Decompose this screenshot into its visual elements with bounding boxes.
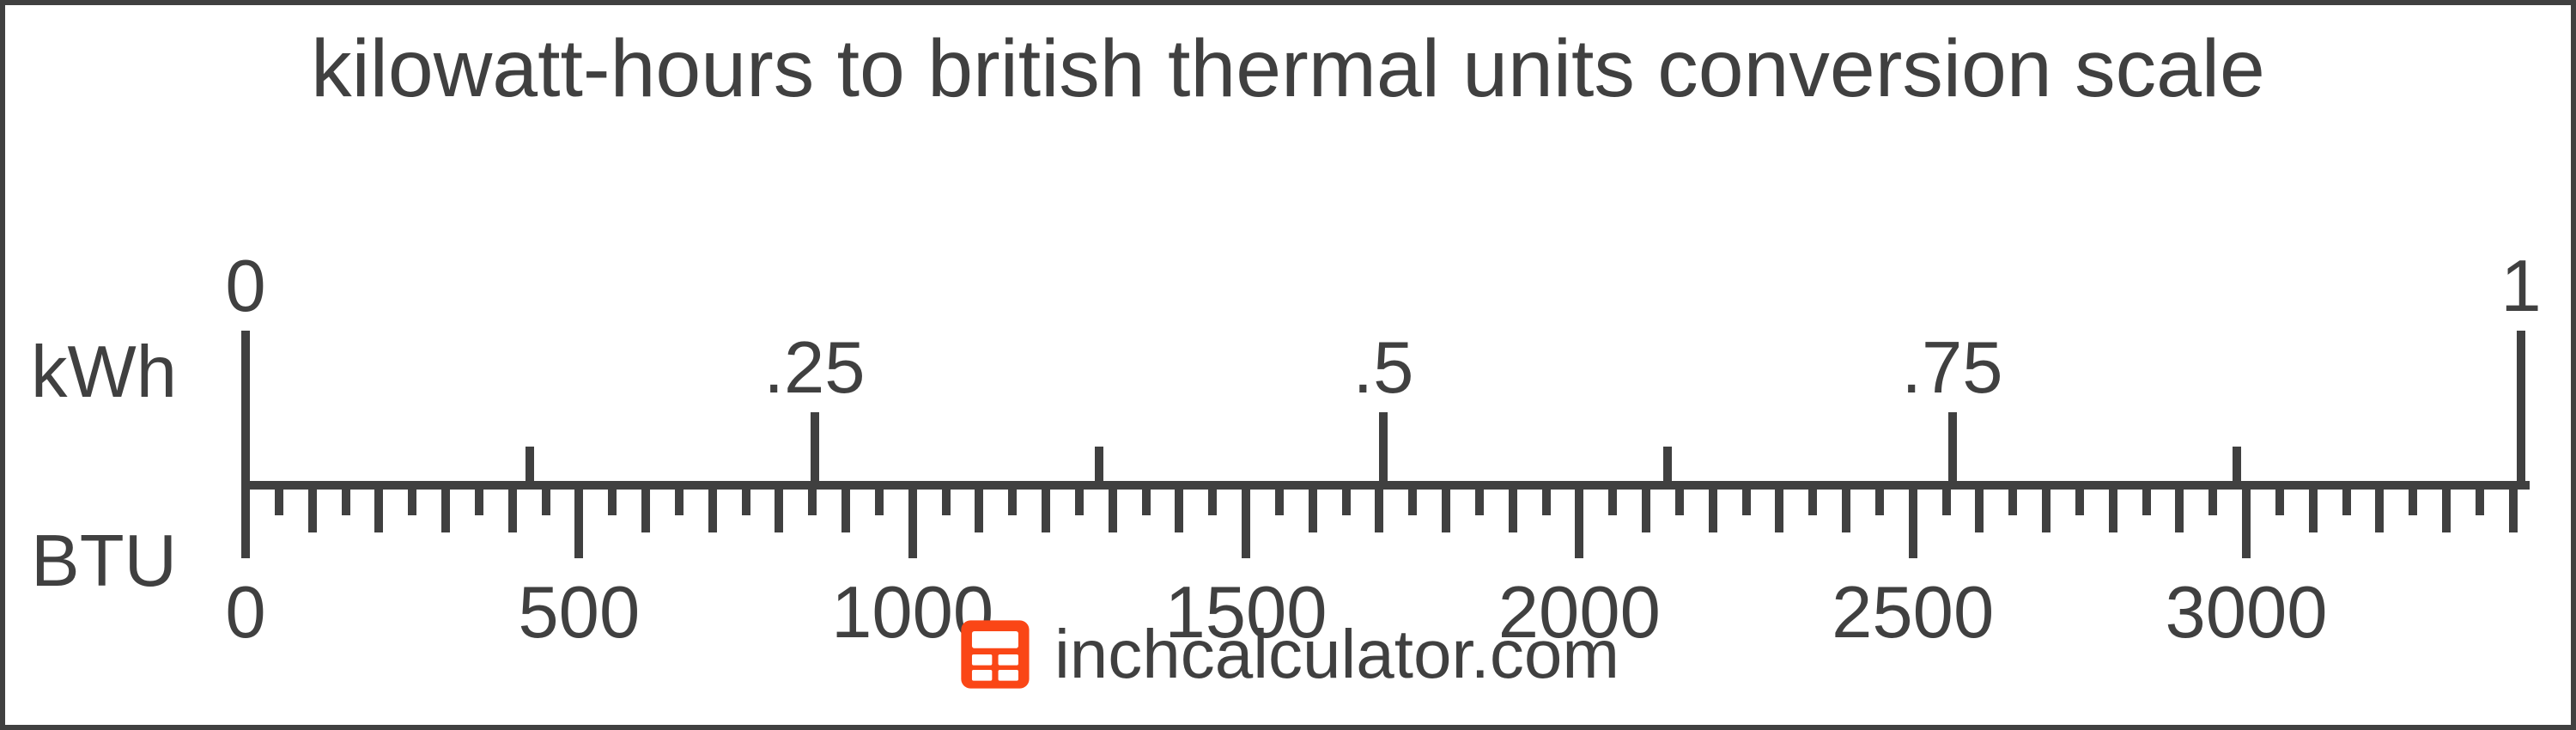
tick-bottom xyxy=(1042,485,1050,532)
tick-bottom xyxy=(1909,485,1917,558)
tick-bottom xyxy=(342,485,350,515)
tick-top xyxy=(1948,412,1957,485)
tick-bottom xyxy=(574,485,583,558)
tick-bottom xyxy=(441,485,450,532)
tick-bottom xyxy=(841,485,850,532)
tick-bottom xyxy=(1175,485,1183,532)
tick-bottom xyxy=(2042,485,2050,532)
tick-bottom xyxy=(1742,485,1751,515)
tick-bottom xyxy=(408,485,416,515)
tick-label-bottom: 500 xyxy=(518,571,640,655)
tick-bottom xyxy=(775,485,783,532)
tick-bottom xyxy=(308,485,317,532)
conversion-scale-card: kilowatt-hours to british thermal units … xyxy=(0,0,2576,730)
tick-bottom xyxy=(1142,485,1151,515)
site-name: inchcalculator.com xyxy=(1054,615,1619,694)
tick-bottom xyxy=(1575,485,1583,558)
tick-bottom xyxy=(1275,485,1284,515)
tick-bottom xyxy=(675,485,683,515)
tick-label-top: 0 xyxy=(225,245,265,329)
tick-label-bottom: 0 xyxy=(225,571,265,655)
tick-top xyxy=(241,331,250,485)
tick-top xyxy=(1095,447,1103,485)
tick-bottom xyxy=(1709,485,1717,532)
tick-bottom xyxy=(608,485,617,515)
footer: inchcalculator.com xyxy=(957,615,1619,694)
tick-bottom xyxy=(275,485,283,515)
tick-bottom xyxy=(1008,485,1017,515)
tick-bottom xyxy=(1675,485,1684,515)
tick-bottom xyxy=(2476,485,2484,515)
tick-bottom xyxy=(2208,485,2217,515)
tick-bottom xyxy=(542,485,550,515)
scale-axis xyxy=(246,481,2530,490)
tick-bottom xyxy=(942,485,951,515)
tick-bottom xyxy=(808,485,817,515)
calculator-icon xyxy=(957,616,1034,693)
tick-bottom xyxy=(1309,485,1317,532)
tick-bottom xyxy=(2442,485,2451,532)
tick-bottom xyxy=(2275,485,2284,515)
tick-bottom xyxy=(1608,485,1617,515)
unit-label-kwh: kWh xyxy=(31,331,177,415)
tick-label-top: .75 xyxy=(1901,326,2002,411)
tick-label-top: .25 xyxy=(763,326,865,411)
tick-bottom xyxy=(1475,485,1484,515)
tick-bottom xyxy=(2109,485,2117,532)
tick-bottom xyxy=(1075,485,1084,515)
tick-label-top: 1 xyxy=(2500,245,2541,329)
tick-top xyxy=(811,412,819,485)
tick-bottom xyxy=(2309,485,2318,532)
tick-top xyxy=(2233,447,2241,485)
tick-bottom xyxy=(1242,485,1250,558)
tick-bottom xyxy=(2342,485,2351,515)
tick-bottom xyxy=(475,485,483,515)
tick-bottom xyxy=(908,485,917,558)
tick-top xyxy=(526,447,534,485)
tick-bottom xyxy=(2509,485,2518,532)
tick-bottom xyxy=(1509,485,1517,532)
tick-bottom xyxy=(742,485,750,515)
tick-bottom xyxy=(1208,485,1217,515)
tick-bottom xyxy=(708,485,717,532)
tick-bottom xyxy=(1842,485,1850,532)
tick-bottom xyxy=(2142,485,2151,515)
tick-label-bottom: 2500 xyxy=(1832,571,1994,655)
tick-bottom xyxy=(1775,485,1783,532)
tick-bottom xyxy=(508,485,517,532)
tick-bottom xyxy=(1375,485,1383,532)
tick-bottom xyxy=(1408,485,1417,515)
tick-bottom xyxy=(641,485,650,532)
tick-bottom xyxy=(1808,485,1817,515)
tick-bottom xyxy=(975,485,983,532)
scale-title: kilowatt-hours to british thermal units … xyxy=(5,5,2571,116)
tick-bottom xyxy=(1942,485,1951,515)
tick-top xyxy=(2517,331,2525,485)
tick-bottom xyxy=(1542,485,1551,515)
tick-label-bottom: 3000 xyxy=(2165,571,2327,655)
tick-top xyxy=(1379,412,1388,485)
tick-bottom xyxy=(1642,485,1650,532)
unit-label-btu: BTU xyxy=(31,520,177,604)
tick-bottom xyxy=(2008,485,2017,515)
tick-bottom xyxy=(2075,485,2084,515)
tick-bottom xyxy=(2375,485,2384,532)
tick-bottom xyxy=(875,485,884,515)
tick-bottom xyxy=(1342,485,1351,515)
tick-bottom xyxy=(1442,485,1450,532)
tick-bottom xyxy=(1875,485,1884,515)
tick-bottom xyxy=(241,485,250,558)
tick-bottom xyxy=(2242,485,2251,558)
tick-bottom xyxy=(374,485,383,532)
tick-bottom xyxy=(2409,485,2417,515)
tick-bottom xyxy=(2175,485,2184,532)
tick-label-top: .5 xyxy=(1353,326,1414,411)
tick-bottom xyxy=(1975,485,1984,532)
tick-top xyxy=(1663,447,1672,485)
tick-bottom xyxy=(1109,485,1117,532)
